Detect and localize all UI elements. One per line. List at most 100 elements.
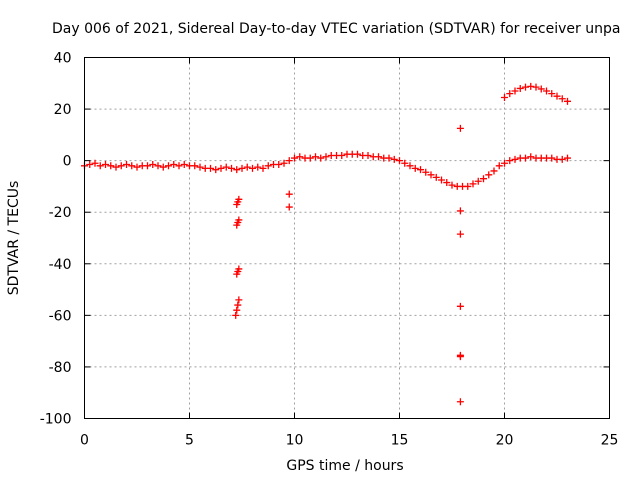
data-point: [234, 301, 242, 309]
data-point: [456, 124, 464, 132]
data-point: [233, 306, 241, 314]
data-point: [553, 92, 561, 100]
x-tick-label: 5: [185, 433, 194, 449]
data-point: [456, 207, 464, 215]
data-point: [469, 180, 477, 188]
y-tick-label: -80: [49, 360, 72, 376]
data-point: [238, 164, 246, 172]
data-point: [165, 162, 172, 170]
y-tick-label: -20: [49, 205, 72, 221]
y-tick-label: -100: [40, 412, 72, 428]
data-point: [207, 164, 214, 172]
chart-title: Day 006 of 2021, Sidereal Day-to-day VTE…: [52, 21, 620, 37]
data-point: [543, 87, 550, 95]
data-point: [511, 155, 519, 163]
data-point: [511, 87, 519, 95]
data-point: [464, 182, 472, 190]
data-point: [456, 302, 464, 310]
data-point: [527, 153, 535, 161]
data-point: [306, 154, 314, 162]
data-point: [212, 166, 220, 174]
data-point: [191, 162, 199, 170]
data-point: [235, 296, 243, 304]
data-point: [432, 173, 440, 181]
data-point: [537, 85, 545, 93]
data-point: [91, 159, 99, 167]
data-point: [401, 159, 409, 167]
data-point: [456, 353, 464, 361]
data-point: [422, 168, 430, 176]
data-point: [417, 166, 424, 174]
data-point: [354, 150, 361, 158]
data-point: [522, 154, 529, 162]
data-point: [532, 83, 540, 91]
data-point: [490, 167, 498, 175]
x-tick-label: 25: [601, 433, 619, 449]
data-point: [558, 155, 566, 163]
data-point: [338, 151, 346, 159]
x-tick-label: 10: [286, 433, 304, 449]
data-points: [81, 82, 571, 406]
data-point: [235, 216, 243, 224]
x-tick-label: 20: [496, 433, 514, 449]
x-axis-label: GPS time / hours: [286, 458, 403, 474]
data-point: [558, 95, 566, 103]
data-point: [96, 162, 104, 170]
data-point: [322, 153, 330, 161]
data-point: [180, 161, 188, 169]
plot-frame: [84, 57, 610, 419]
data-point: [217, 164, 225, 172]
data-point: [548, 154, 556, 162]
data-point: [254, 163, 262, 171]
data-point: [285, 190, 293, 198]
data-point: [285, 203, 293, 211]
data-point: [527, 82, 535, 90]
data-point: [522, 83, 529, 91]
data-point: [438, 176, 445, 184]
data-point: [175, 162, 183, 170]
data-point: [149, 161, 157, 169]
y-tick-label: 20: [54, 102, 72, 118]
data-point: [249, 164, 256, 172]
data-point: [275, 161, 283, 169]
data-point: [406, 162, 414, 170]
data-point: [196, 163, 204, 171]
data-point: [564, 154, 571, 162]
y-axis-label: SDTVAR / TECUs: [6, 181, 22, 296]
data-point: [390, 155, 398, 163]
data-point: [285, 157, 293, 165]
data-point: [144, 162, 151, 170]
y-tick-label: 0: [63, 154, 72, 170]
x-tick-label: 0: [80, 433, 89, 449]
data-point: [385, 154, 393, 162]
x-tick-labels: 0 5 10 15 20 25: [80, 433, 618, 449]
y-tick-label: -60: [49, 308, 72, 324]
data-point: [474, 177, 482, 185]
data-point: [280, 159, 288, 167]
data-point: [501, 93, 508, 101]
data-point: [456, 398, 464, 406]
data-point: [427, 171, 435, 179]
grid-lines: [84, 57, 610, 419]
data-point: [480, 175, 487, 183]
data-point: [448, 181, 456, 189]
data-point: [112, 163, 120, 171]
y-tick-labels: -100 -80 -60 -40 -20 0 20 40: [40, 51, 72, 428]
data-point: [228, 164, 235, 172]
data-point: [133, 163, 141, 171]
data-point: [443, 179, 451, 187]
data-point: [291, 154, 298, 162]
data-point: [317, 154, 325, 162]
data-point: [117, 162, 125, 170]
data-point: [107, 162, 115, 170]
data-point: [123, 161, 130, 169]
data-point: [456, 230, 464, 238]
data-point: [222, 163, 230, 171]
data-point: [296, 153, 304, 161]
data-point: [235, 265, 243, 273]
data-point: [159, 163, 167, 171]
data-point: [264, 162, 272, 170]
data-point: [495, 162, 503, 170]
data-point: [312, 153, 319, 161]
data-point: [516, 84, 524, 92]
